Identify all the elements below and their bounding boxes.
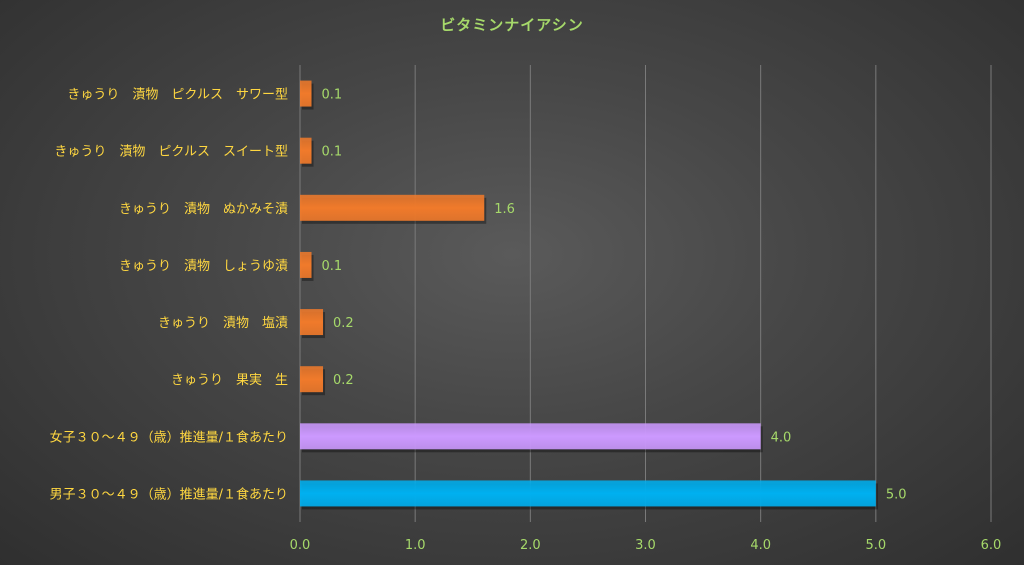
category-label: 男子３０～４９（歳）推進量/１食あたり (50, 486, 288, 502)
x-tick-label: 1.0 (405, 538, 426, 553)
x-tick-label: 0.0 (290, 538, 311, 553)
bar (300, 309, 324, 336)
data-label: 4.0 (771, 430, 792, 445)
data-label: 0.2 (333, 373, 354, 388)
category-label: きゅうり 漬物 ピクルス スイート型 (54, 145, 288, 160)
category-label: きゅうり 漬物 ぬかみそ漬 (119, 202, 288, 217)
bar (300, 137, 312, 164)
data-label: 0.2 (333, 316, 354, 331)
gridlines (299, 65, 992, 522)
bar (300, 366, 324, 393)
category-label: きゅうり 漬物 塩漬 (158, 316, 288, 331)
data-label: 1.6 (494, 202, 515, 217)
data-label: 5.0 (886, 487, 907, 502)
labels: きゅうり 漬物 ピクルス サワー型 0.1 きゅうり 漬物 ピクルス スイート型 0.… (50, 88, 907, 503)
category-label: 女子３０～４９（歳）推進量/１食あたり (50, 429, 288, 445)
bar (300, 194, 485, 221)
x-tick-label: 6.0 (981, 538, 1002, 553)
data-label: 0.1 (322, 88, 343, 103)
category-label: きゅうり 漬物 ピクルス サワー型 (67, 88, 288, 103)
x-axis: 0.0 1.0 2.0 3.0 4.0 5.0 6.0 (290, 538, 1002, 553)
data-label: 0.1 (322, 259, 343, 274)
bar (300, 251, 312, 278)
chart-title: ビタミンナイアシン (440, 16, 584, 34)
x-tick-label: 3.0 (635, 538, 656, 553)
category-label: きゅうり 漬物 しょうゆ漬 (119, 259, 288, 274)
bar (300, 80, 312, 107)
x-tick-label: 5.0 (865, 538, 886, 553)
data-label: 0.1 (322, 145, 343, 160)
x-tick-label: 4.0 (750, 538, 771, 553)
x-tick-label: 2.0 (520, 538, 541, 553)
bars (300, 80, 878, 510)
bar (300, 480, 876, 507)
category-label: きゅうり 果実 生 (171, 372, 288, 388)
bar (300, 423, 761, 450)
